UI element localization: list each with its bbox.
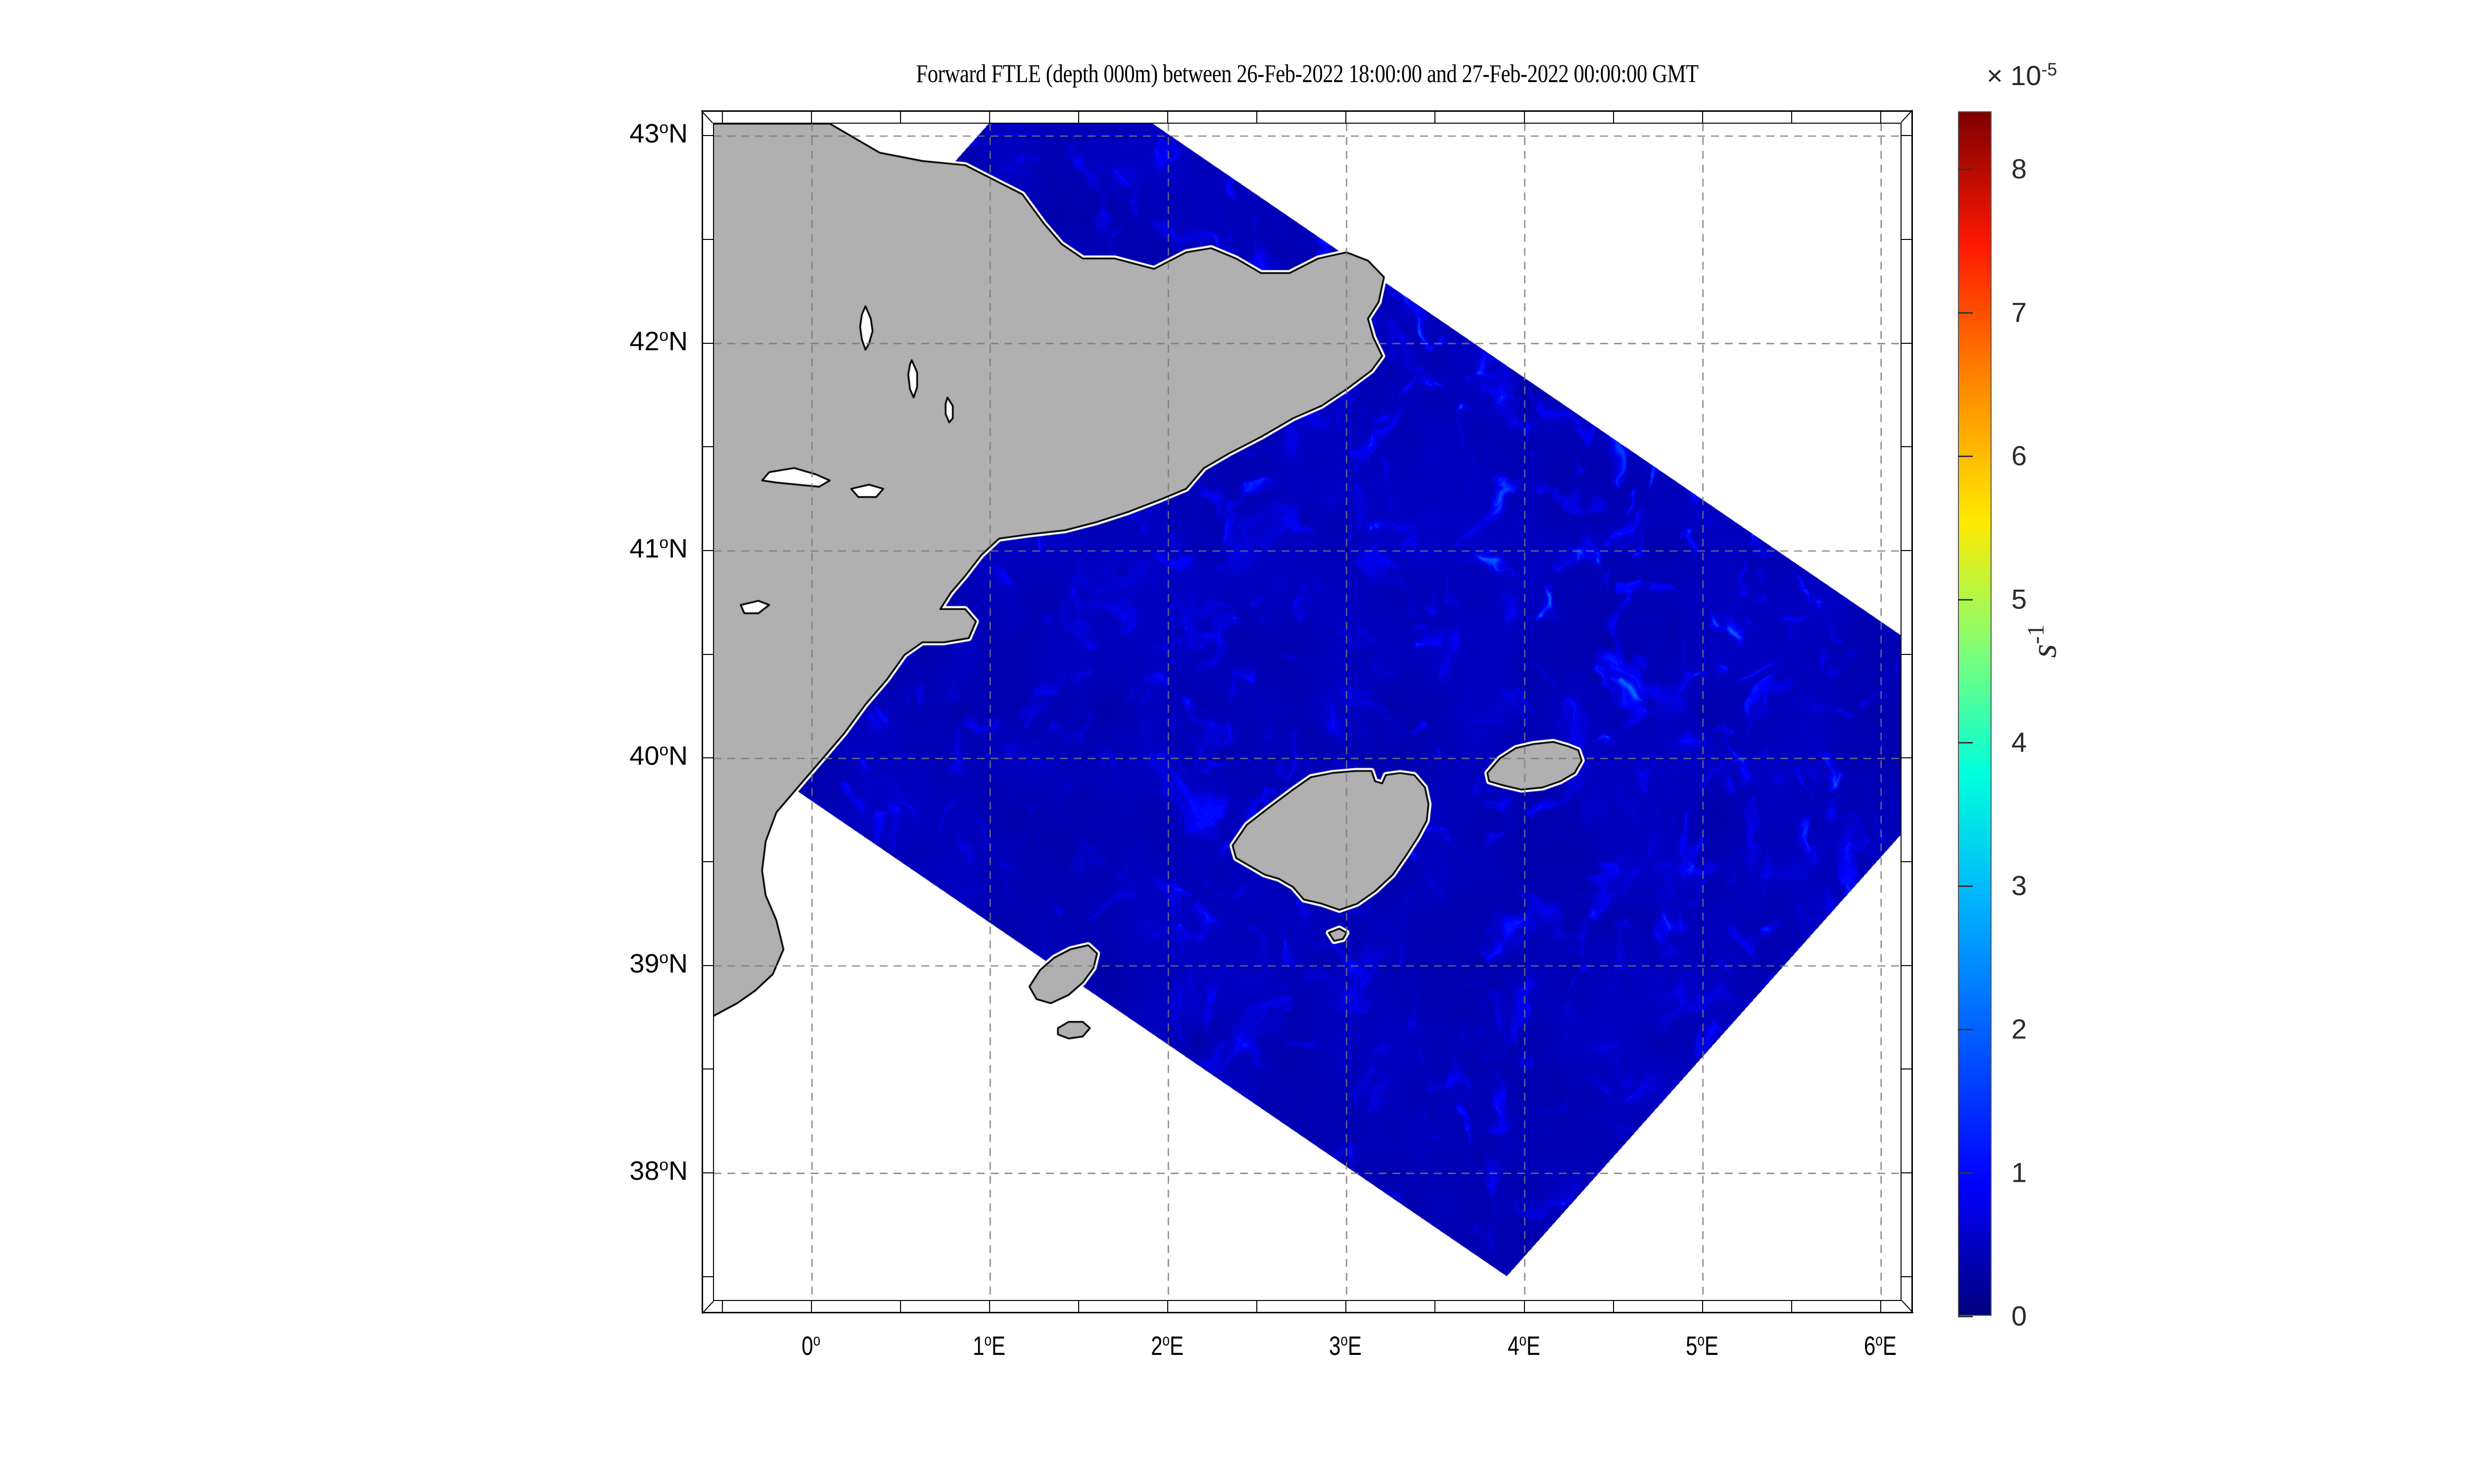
frame-tick-segment [702, 1068, 713, 1070]
colorbar-tick-5 [1958, 599, 1973, 601]
frame-tick-segment [1702, 1301, 1703, 1313]
colorbar-tick-label-5: 5 [2011, 583, 2027, 615]
frame-tick-segment [1523, 110, 1525, 123]
frame-tick-segment [1078, 1301, 1080, 1313]
frame-tick-segment [1902, 1172, 1913, 1173]
frame-tick-segment [1902, 446, 1913, 448]
frame-tick-segment [1167, 1301, 1169, 1313]
frame-tick-segment [989, 110, 991, 123]
ytick-label-41: 41oN [629, 533, 688, 563]
map-axes [701, 109, 1914, 1314]
frame-tick-segment [900, 1301, 902, 1313]
frame-tick-segment [702, 238, 713, 240]
colorbar-tick-label-4: 4 [2011, 726, 2027, 758]
frame-tick-segment [1902, 1068, 1913, 1070]
colorbar-tick-1 [1958, 1172, 1973, 1174]
map-frame-outer [702, 110, 1913, 1313]
frame-tick-segment [722, 1301, 723, 1313]
frame-tick-segment [702, 653, 713, 655]
frame-tick-segment [702, 757, 713, 759]
ytick-label-40: 40oN [629, 741, 688, 771]
colorbar-tick-2 [1958, 1029, 1973, 1031]
figure-title: Forward FTLE (depth 000m) between 26-Feb… [916, 60, 1699, 88]
colorbar-tick-3 [1958, 885, 1973, 887]
frame-tick-segment [1613, 1301, 1614, 1313]
frame-tick-segment [722, 110, 723, 123]
colorbar-multiplier: × 10-5 [1987, 59, 2057, 91]
colorbar-tick-6 [1958, 455, 1973, 457]
colorbar-tick-label-1: 1 [2011, 1157, 2027, 1188]
frame-tick-segment [702, 446, 713, 448]
ytick-label-42: 42oN [629, 326, 688, 356]
frame-tick-segment [702, 342, 713, 344]
colorbar-tick-7 [1958, 312, 1973, 314]
ytick-label-38: 38oN [629, 1156, 688, 1186]
colorbar-tick-label-7: 7 [2011, 296, 2027, 328]
xtick-label-5: 5oE [1685, 1331, 1718, 1361]
xtick-label-2: 2oE [1151, 1331, 1184, 1361]
ytick-label-43: 43oN [629, 119, 688, 149]
frame-tick-segment [1902, 653, 1913, 655]
frame-tick-segment [702, 965, 713, 966]
frame-tick-segment [1902, 861, 1913, 862]
xtick-label-0: 0o [802, 1331, 821, 1361]
frame-tick-segment [1345, 1301, 1347, 1313]
xtick-label-1: 1oE [973, 1331, 1006, 1361]
frame-tick-segment [1902, 965, 1913, 966]
frame-tick-segment [900, 110, 902, 123]
frame-tick-segment [1523, 1301, 1525, 1313]
colorbar-unit-label: s-1 [2023, 624, 2064, 658]
frame-tick-segment [1256, 1301, 1258, 1313]
frame-tick-segment [702, 861, 713, 862]
colorbar-tick-label-6: 6 [2011, 440, 2027, 471]
colorbar-tick-label-2: 2 [2011, 1013, 2027, 1045]
ftle-field-canvas [714, 124, 1901, 1300]
xtick-label-3: 3oE [1329, 1331, 1362, 1361]
xtick-label-4: 4oE [1507, 1331, 1540, 1361]
frame-tick-segment [702, 1172, 713, 1173]
frame-tick-segment [1345, 110, 1347, 123]
colorbar-tick-label-8: 8 [2011, 153, 2027, 185]
frame-tick-segment [1902, 757, 1913, 759]
colorbar-tick-0 [1958, 1316, 1973, 1317]
colorbar-tick-8 [1958, 168, 1973, 170]
frame-tick-segment [1167, 110, 1169, 123]
frame-tick-segment [1078, 110, 1080, 123]
frame-tick-segment [811, 1301, 812, 1313]
frame-tick-segment [1791, 1301, 1792, 1313]
frame-tick-segment [811, 110, 812, 123]
colorbar-tick-4 [1958, 742, 1973, 744]
colorbar-tick-label-0: 0 [2011, 1300, 2027, 1332]
colorbar-tick-label-3: 3 [2011, 870, 2027, 901]
frame-tick-segment [1902, 1276, 1913, 1277]
frame-tick-segment [989, 1301, 991, 1313]
xtick-label-6: 6oE [1863, 1331, 1897, 1361]
colorbar[interactable] [1958, 111, 1992, 1316]
frame-tick-segment [1434, 110, 1436, 123]
frame-tick-segment [1434, 1301, 1436, 1313]
colorbar-gradient [1959, 112, 1991, 1315]
frame-tick-segment [1902, 342, 1913, 344]
ytick-label-39: 39oN [629, 948, 688, 978]
frame-tick-segment [1902, 135, 1913, 137]
frame-tick-segment [1902, 550, 1913, 551]
frame-tick-segment [1880, 1301, 1881, 1313]
frame-tick-segment [702, 1276, 713, 1277]
frame-tick-segment [1702, 110, 1703, 123]
frame-tick-segment [1256, 110, 1258, 123]
frame-tick-segment [1902, 238, 1913, 240]
frame-tick-segment [1880, 110, 1881, 123]
frame-tick-segment [1613, 110, 1614, 123]
map-plot-area[interactable] [713, 123, 1902, 1301]
frame-tick-segment [702, 550, 713, 551]
frame-tick-segment [1791, 110, 1792, 123]
frame-tick-segment [702, 135, 713, 137]
